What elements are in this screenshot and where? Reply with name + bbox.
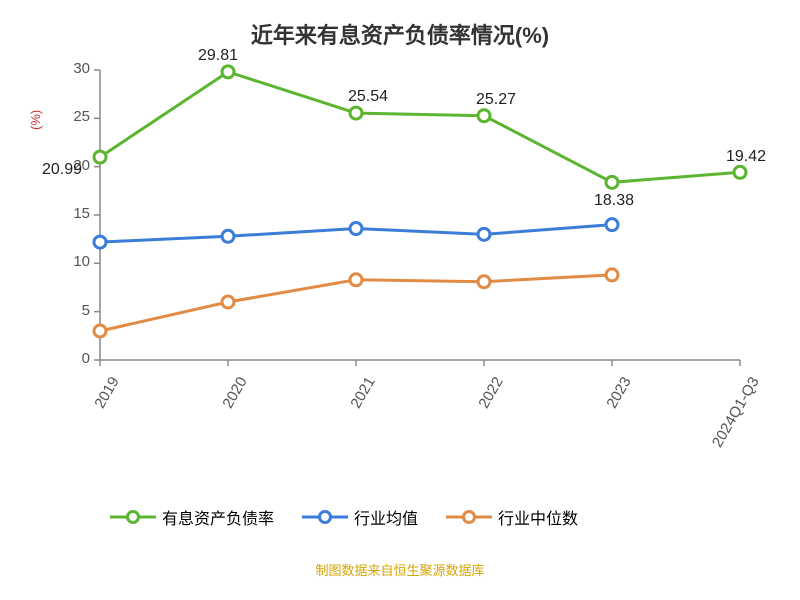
chart-footer: 制图数据来自恒生聚源数据库 <box>0 560 800 579</box>
y-tick-label: 30 <box>56 60 90 77</box>
legend-label: 有息资产负债率 <box>162 505 274 529</box>
y-tick-label: 15 <box>56 205 90 222</box>
line-chart: 近年来有息资产负债率情况(%) (%) 05101520253020192020… <box>0 0 800 600</box>
data-point-label: 25.27 <box>476 91 516 109</box>
y-tick-label: 10 <box>56 253 90 270</box>
data-point-label: 25.54 <box>348 88 388 106</box>
data-point-label: 18.38 <box>594 192 634 210</box>
data-point-label: 29.81 <box>198 47 238 65</box>
legend-label: 行业均值 <box>354 505 418 529</box>
y-tick-label: 0 <box>56 350 90 367</box>
legend-line-icon <box>446 508 492 526</box>
legend-line-icon <box>110 508 156 526</box>
data-point-label: 20.99 <box>42 161 82 179</box>
y-tick-label: 25 <box>56 108 90 125</box>
y-tick-label: 5 <box>56 302 90 319</box>
legend: 有息资产负债率 行业均值 行业中位数 <box>110 505 578 529</box>
legend-item: 行业均值 <box>302 505 418 529</box>
legend-label: 行业中位数 <box>498 505 578 529</box>
legend-line-icon <box>302 508 348 526</box>
data-point-label: 19.42 <box>726 148 766 166</box>
legend-item: 行业中位数 <box>446 505 578 529</box>
legend-item: 有息资产负债率 <box>110 505 274 529</box>
